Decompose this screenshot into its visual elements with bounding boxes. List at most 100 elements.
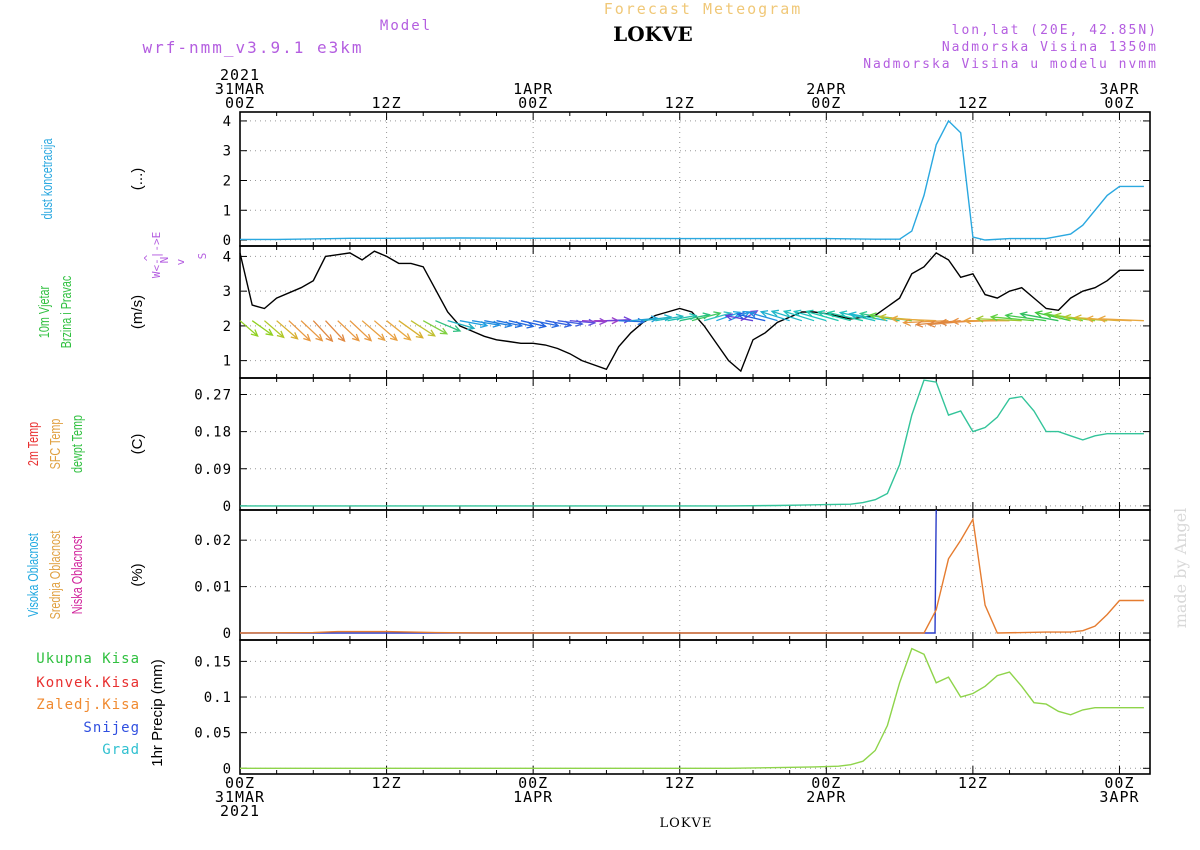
panel-frame [239,509,1151,641]
unit-label: (m/s) [129,295,146,329]
wind-arrow-shaft [737,313,766,322]
wind-arrow-shaft [312,320,333,342]
chart-header: Forecast Meteogram LOKVE Model wrf-nmm_v… [142,0,1158,72]
top-tick-label: 00Z [518,94,548,112]
panel-clouds: 0 0.01 0.02 Visoka Oblacnost Srednja Oblacno… [24,509,1151,642]
bottom-tick-label: 2021 [220,802,260,820]
wind-arrow-head [878,313,887,321]
wind-arrow-shaft [471,320,500,326]
top-tick-label: 1APR [513,80,553,98]
wind-arrow [373,320,398,342]
bottom-tick-label: 2APR [806,788,846,806]
wind-arrow [300,320,324,342]
wind-arrow [1019,311,1059,322]
bottom-tick-label: 12Z [958,774,988,792]
y-tick-label: 0 [223,499,232,515]
wind-arrow-shaft [325,320,345,342]
wind-arrow [889,315,937,323]
wind-arrow-head [742,310,751,318]
top-tick-label: 12Z [958,94,988,112]
panel-frame [239,639,1151,775]
top-tick-label: 00Z [225,94,255,112]
unit-label: (%) [129,563,146,586]
wind-arrow-head [664,314,673,322]
station-name: LOKVE [613,22,693,46]
wind-arrow [848,311,888,322]
bottom-tick-label: 12Z [372,774,402,792]
series-line-clouds-1 [239,517,1144,634]
wind-arrow-head [770,309,779,317]
wind-arrow [770,309,803,322]
wind-arrow [435,320,462,333]
wind-arrow-head [351,333,360,342]
wind-arrow-shaft [728,311,750,322]
compass-west-east: W<-|->E [150,232,163,278]
compass-down: v [174,258,187,265]
wind-arrow [312,320,334,343]
series-label: dust koncetracija [38,138,55,220]
panel-temperature: 0 0.09 0.18 0.27 2m Temp SFC Temp dewpt Temp (C… [24,377,1151,515]
wind-arrow [581,317,608,326]
compass-up: ^ [142,254,155,261]
wind-arrow-head [748,310,757,318]
series-label: Grad [102,742,140,758]
y-tick-label: 0.05 [194,726,232,742]
y-tick-label: 0.01 [194,580,232,596]
series-line-clouds-0 [240,509,937,634]
chart-panels: 0 1 2 3 4 dust koncetracija (...) 1 2 3 4 10m Vjeta… [24,111,1151,777]
wind-arrow-shaft [398,320,424,339]
chart-title: Forecast Meteogram [604,0,803,18]
wind-arrow-shaft [496,320,522,327]
wind-arrow [838,310,876,322]
compass-south: S [196,253,209,260]
wind-arrow-shaft [903,320,949,324]
wind-arrow [239,320,259,337]
elevation-label: Nadmorska Visina 1350m [942,40,1158,55]
panel-precip: 0 0.05 0.1 0.15 Ukupna Kisa Konvek.Kisa Zaledj… [36,639,1151,777]
wind-arrow [1097,315,1144,323]
wind-arrow-shaft [655,315,683,322]
panel-frame [239,111,1151,247]
footer-station: LOKVE [660,816,713,831]
wind-arrow [288,320,312,342]
wind-arrow-head [377,333,386,342]
wind-arrow-head [927,320,936,328]
wind-arrow-shaft [725,315,754,322]
wind-arrow-shaft [435,320,461,332]
bottom-tick-label: 00Z [811,774,841,792]
wind-arrow-shaft [386,320,411,341]
wind-arrow-head [315,333,324,342]
wind-arrow-shaft [484,320,512,327]
series-label: Snijeg [83,720,140,736]
series-label: Ukupna Kisa [36,651,140,667]
wind-arrow-head [989,313,999,322]
wind-arrow-shaft [691,312,721,322]
series-label: 10m Vjetar [35,285,52,338]
wind-arrow-shaft [251,320,273,336]
wind-arrow [816,310,851,322]
wind-arrow-head [1073,314,1082,322]
wind-arrow [759,310,790,322]
unit-label: 1hr Precip (mm) [149,659,166,767]
wind-arrow-head [538,321,548,329]
y-tick-label: 0.02 [194,533,232,549]
series-label: SFC Temp [46,419,63,470]
wind-arrow-head [439,327,449,335]
series-label: Zaledj.Kisa [36,697,140,713]
wind-arrow-shaft [239,320,259,337]
wind-arrow-head [858,311,868,319]
wind-arrow-head [1063,313,1072,322]
wind-arrow-shaft [891,318,937,322]
y-tick-label: 3 [223,144,232,160]
wind-arrow-head [325,334,334,343]
wind-arrow-shaft [849,313,888,322]
bottom-tick-label: 00Z [518,774,548,792]
bottom-tick-label: 1APR [513,788,553,806]
wind-arrow [792,309,827,322]
wind-arrow-head [427,329,436,337]
wind-arrow-head [337,334,346,343]
wind-arrow-shaft [749,312,778,322]
model-label: Model [380,18,432,34]
wind-arrow-shaft [606,318,631,322]
